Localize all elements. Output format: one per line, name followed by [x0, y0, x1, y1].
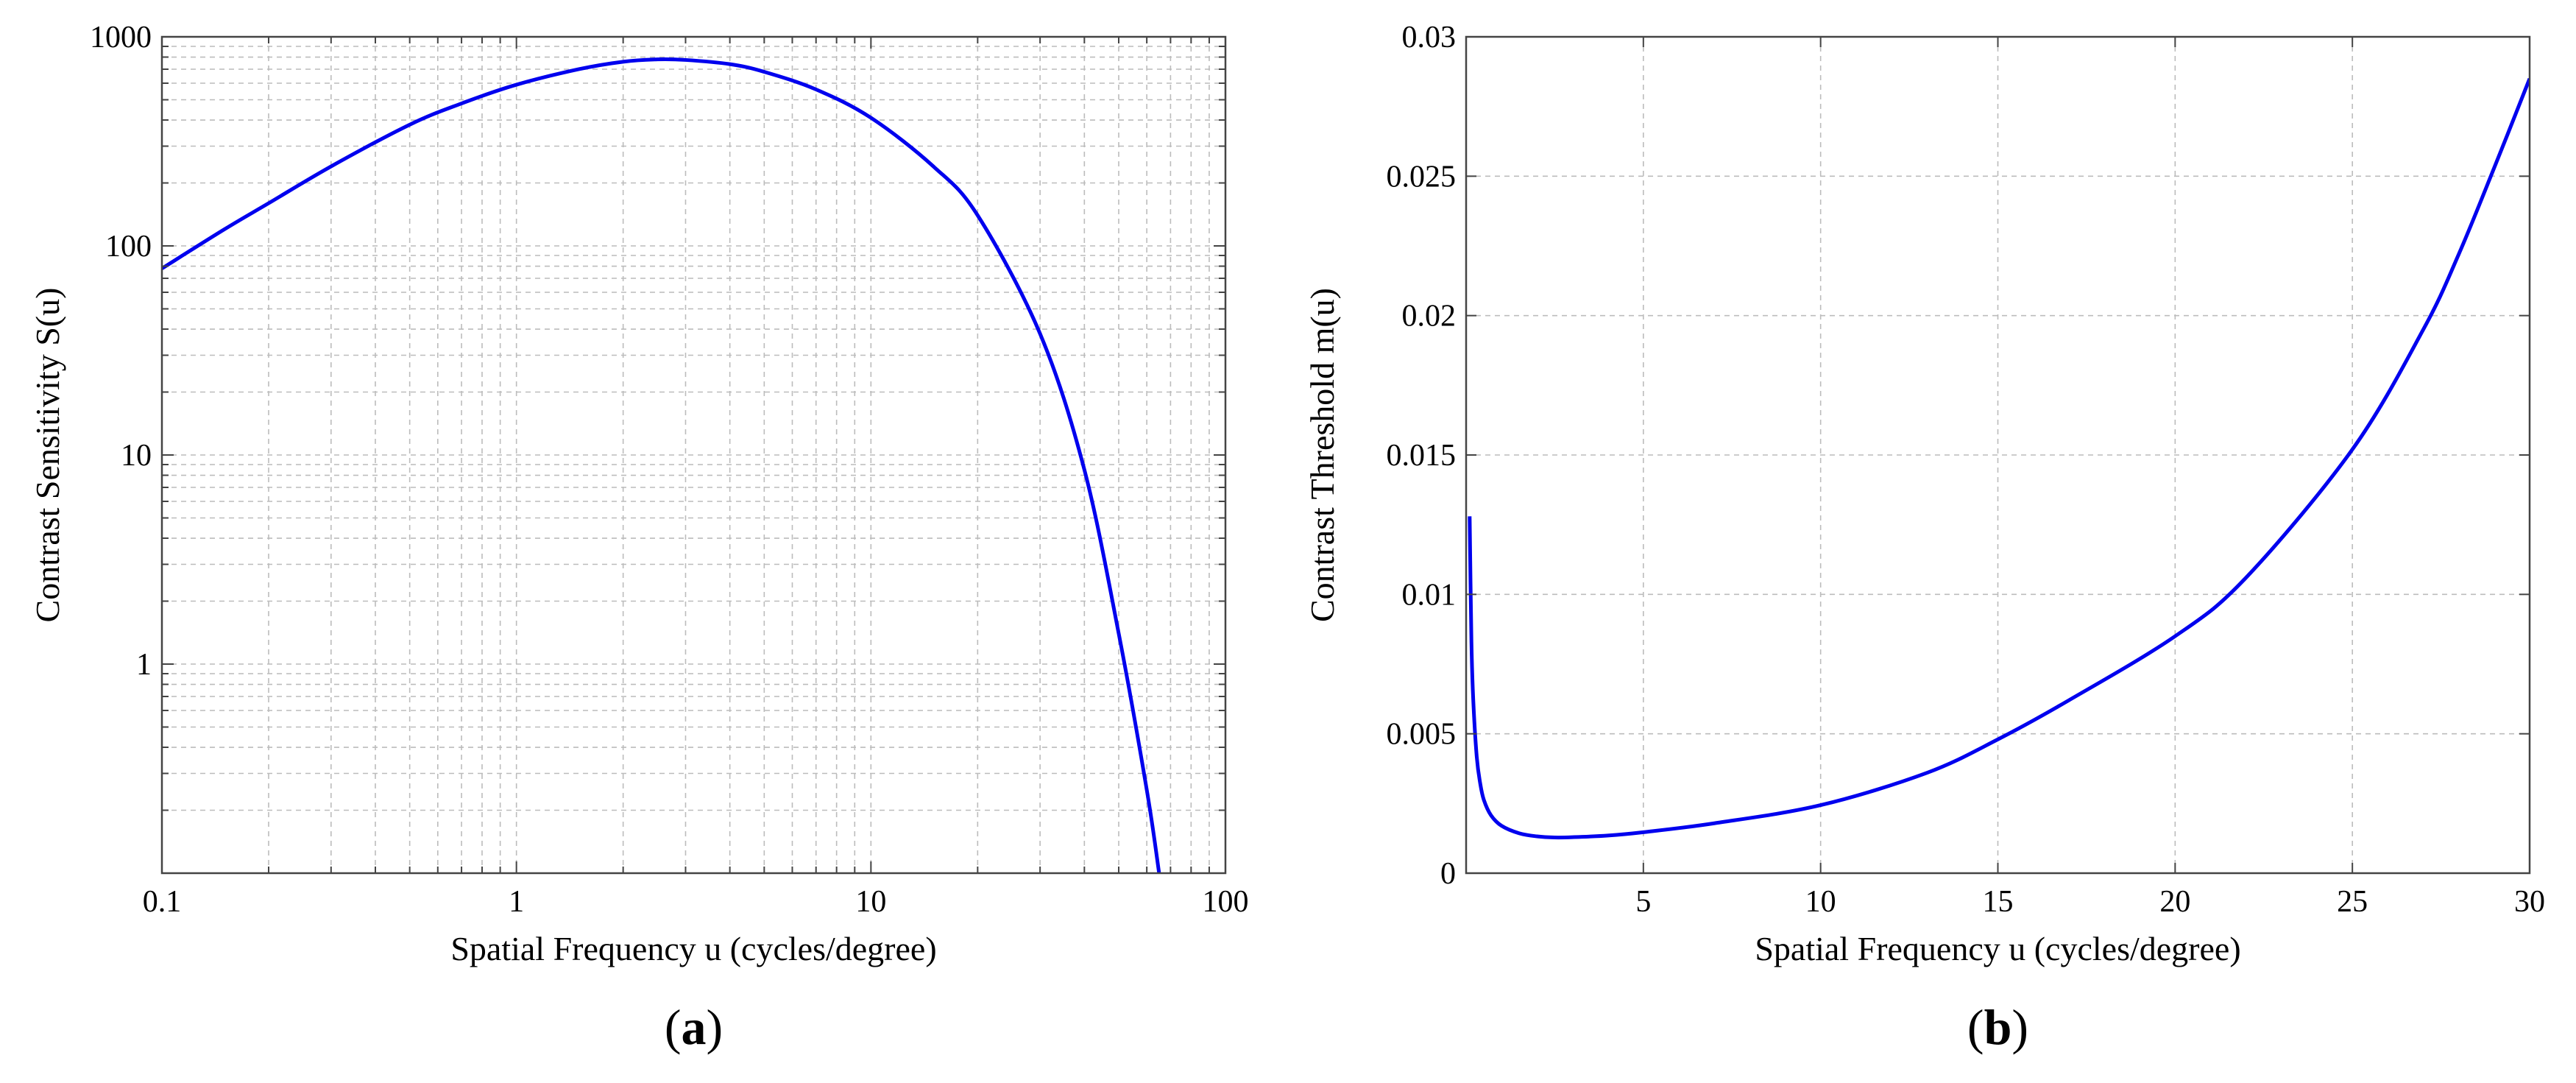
panel-b-y-tick-label: 0.025 — [1387, 160, 1457, 194]
panel-a-x-tick-label: 1 — [509, 885, 524, 919]
panel-a-y-tick-label: 100 — [105, 230, 152, 264]
panel-b-x-tick-label: 30 — [2514, 885, 2545, 919]
panel-b-caption: (b) — [1967, 999, 2028, 1055]
panel-b-y-tick-label: 0.015 — [1387, 439, 1457, 473]
panel-b-x-tick-label: 25 — [2337, 885, 2368, 919]
panel-a: 0.1 1 10 100 1 10 100 1000 Spatial Frequency u … — [29, 21, 1249, 1055]
panel-b-y-axis-label: Contrast Threshold m(u) — [1303, 288, 1341, 622]
panel-b-y-tick-label: 0.03 — [1402, 21, 1457, 54]
panel-a-x-tick-label: 0.1 — [143, 885, 182, 919]
panel-a-y-tick-label: 1000 — [90, 21, 152, 54]
panel-a-x-tick-label: 10 — [855, 885, 886, 919]
panel-a-y-tick-label: 10 — [121, 439, 152, 473]
panel-b-y-tick-label: 0 — [1440, 857, 1456, 891]
panel-b-y-tick-label: 0.01 — [1402, 578, 1457, 612]
panel-b-x-axis-label: Spatial Frequency u (cycles/degree) — [1755, 930, 2240, 967]
panel-a-y-tick-label: 1 — [136, 648, 152, 682]
panel-b-x-tick-label: 15 — [1983, 885, 2014, 919]
panel-b-x-tick-label: 5 — [1635, 885, 1651, 919]
panel-a-x-axis-label: Spatial Frequency u (cycles/degree) — [450, 930, 936, 967]
panel-b: 5 10 15 20 25 3000.0050.010.0150.020.0250.03 … — [1303, 21, 2545, 1055]
panel-b-series — [1468, 77, 2530, 840]
panel-a-x-tick-label: 100 — [1203, 885, 1249, 919]
panel-b-y-tick-label: 0.005 — [1387, 718, 1457, 752]
panel-a-caption: (a) — [665, 999, 723, 1055]
panel-a-ticks: 0.1 1 10 100 1 10 100 1000 — [90, 21, 1249, 919]
panel-a-grid — [162, 37, 1225, 873]
panel-b-x-tick-label: 20 — [2159, 885, 2190, 919]
panel-b-grid — [1466, 37, 2530, 873]
panel-b-ticks: 5 10 15 20 25 30 0 0.005 0.01 0.015 0.02 0.025 0.03 — [1387, 21, 2546, 919]
panel-b-y-tick-label: 0.02 — [1402, 300, 1457, 334]
panel-a-series — [162, 57, 1161, 873]
panel-a-series-line — [162, 57, 1161, 873]
panel-b-x-tick-label: 10 — [1805, 885, 1836, 919]
panel-a-y-axis-label: Contrast Sensitivity S(u) — [29, 288, 66, 623]
panel-b-series-line — [1468, 77, 2530, 840]
